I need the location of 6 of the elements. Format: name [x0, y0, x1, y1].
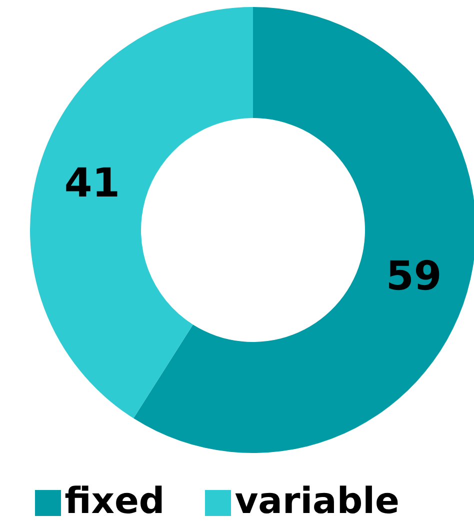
legend-label: variable — [234, 481, 400, 522]
donut-slice — [30, 7, 253, 418]
legend-label: fixed — [64, 481, 165, 522]
donut-slice — [134, 7, 474, 453]
data-label: 59 — [386, 254, 442, 300]
data-label: 41 — [64, 160, 120, 206]
